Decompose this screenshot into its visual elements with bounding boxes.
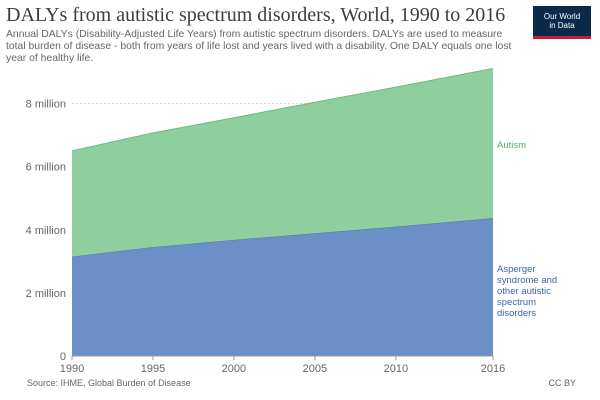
- chart-subtitle: Annual DALYs (Disability-Adjusted Life Y…: [6, 29, 512, 64]
- logo-line-2: in Data: [549, 21, 575, 30]
- y-tick-label: 2 million: [26, 288, 66, 300]
- chart-title: DALYs from autistic spectrum disorders, …: [6, 4, 506, 26]
- x-tick-label: 2000: [222, 363, 246, 375]
- y-tick-label: 6 million: [26, 162, 66, 174]
- x-tick-label: 1995: [141, 363, 165, 375]
- source-note[interactable]: Source: IHME, Global Burden of Disease: [27, 378, 191, 388]
- y-tick-label: 4 million: [26, 225, 66, 237]
- license-label[interactable]: CC BY: [548, 378, 576, 388]
- x-tick-label: 2016: [481, 363, 505, 375]
- x-tick-label: 2010: [384, 363, 408, 375]
- area-asperger: [72, 218, 493, 356]
- logo-line-1: Our World: [543, 12, 581, 21]
- area-autism: [72, 68, 493, 257]
- y-tick-label: 8 million: [26, 99, 66, 111]
- series-label-autism: Autism: [497, 140, 526, 151]
- x-tick-label: 2005: [303, 363, 327, 375]
- series-label-asperger: Asperger syndrome and other autistic spectr…: [497, 264, 557, 319]
- owid-logo[interactable]: Our World in Data: [533, 6, 591, 39]
- y-tick-label: 0: [60, 351, 66, 363]
- area-autism-line: [71, 68, 494, 152]
- x-tick-label: 1990: [60, 363, 84, 375]
